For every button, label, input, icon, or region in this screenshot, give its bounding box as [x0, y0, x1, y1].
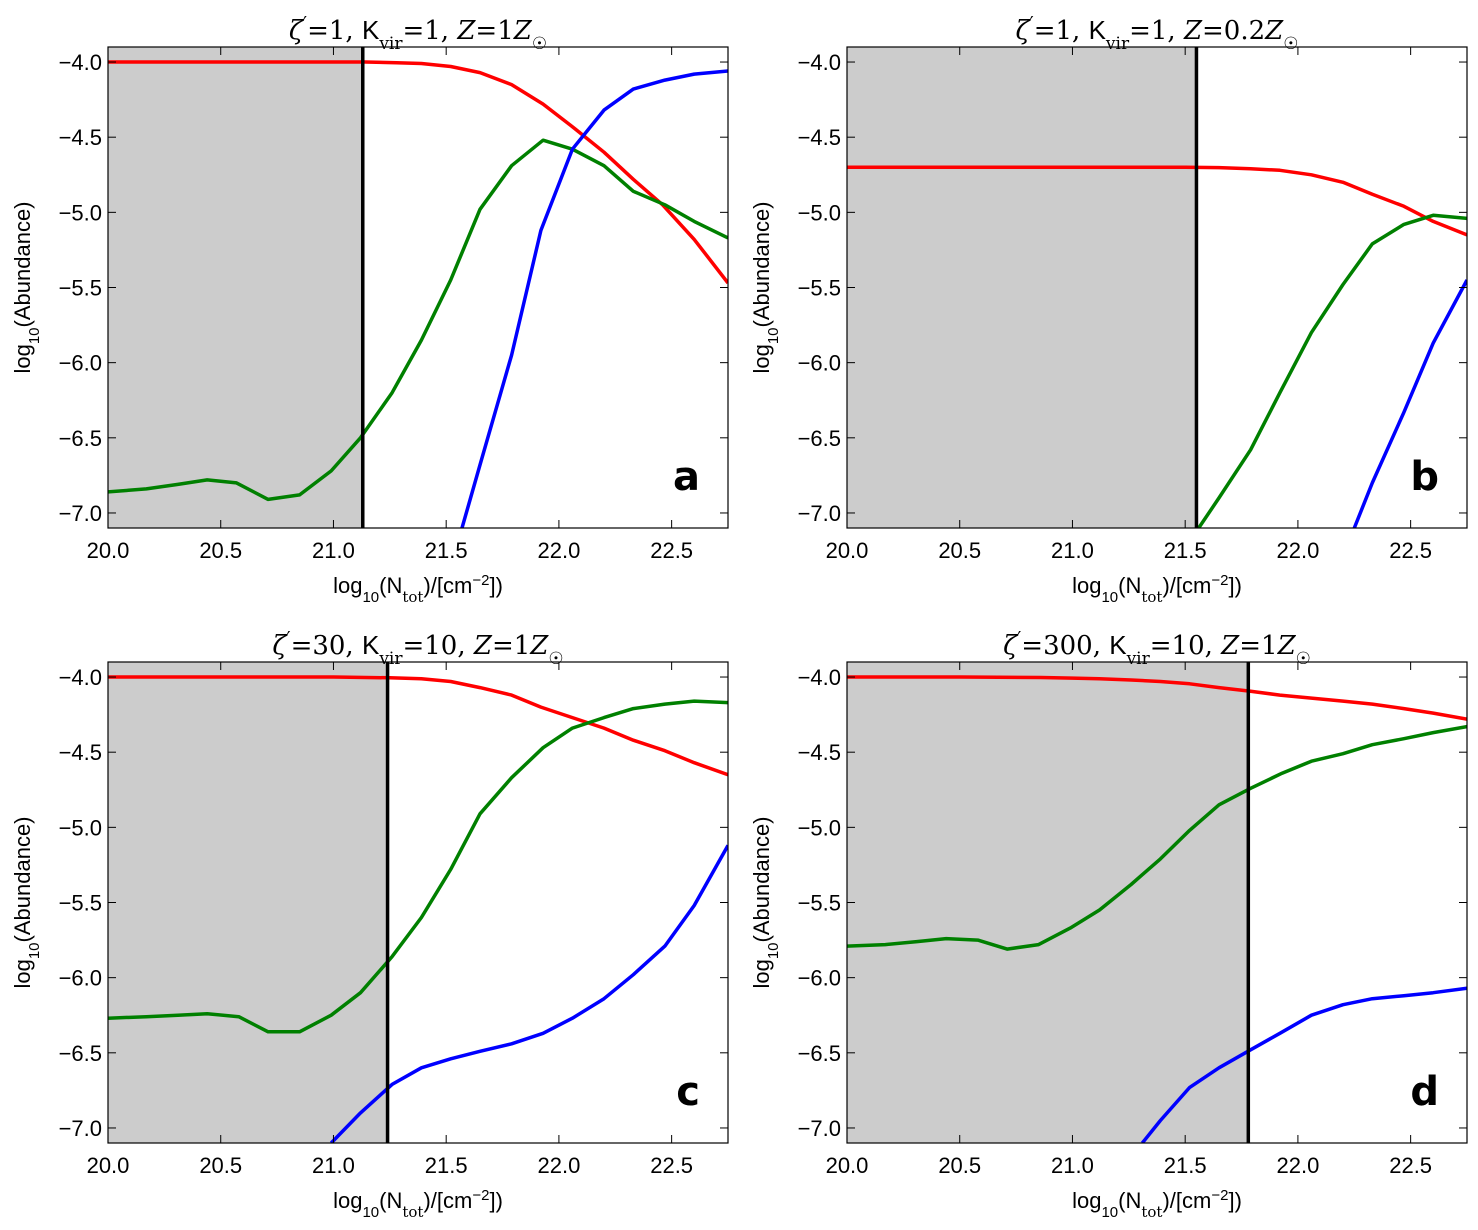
x-axis-label: log10(Ntot)/[cm−2])	[333, 572, 503, 607]
panel-title: ζ′=30, Kvir=10, Z=1Z☉	[272, 628, 563, 670]
y-tick-label: −4.0	[798, 665, 841, 690]
y-tick-label: −5.0	[798, 815, 841, 840]
shaded-region	[108, 47, 363, 528]
y-tick-label: −6.5	[59, 426, 102, 451]
y-axis-label: log10(Abundance)	[10, 816, 43, 988]
y-axis-label: log10(Abundance)	[749, 816, 782, 988]
series-blue	[1352, 279, 1467, 528]
x-tick-label: 21.5	[1164, 538, 1207, 563]
y-tick-label: −7.0	[798, 501, 841, 526]
y-tick-label: −5.0	[798, 200, 841, 225]
panel-letter: c	[676, 1069, 700, 1115]
series-red	[108, 60, 728, 285]
series-blue	[460, 69, 728, 528]
y-tick-label: −5.5	[798, 276, 841, 301]
x-tick-label: 21.0	[1051, 1153, 1094, 1178]
x-tick-label: 22.0	[1276, 538, 1319, 563]
x-tick-label: 22.5	[1389, 1153, 1432, 1178]
x-axis-label: log10(Ntot)/[cm−2])	[1072, 1187, 1242, 1222]
series-blue	[329, 844, 728, 1143]
y-tick-label: −4.0	[798, 50, 841, 75]
y-tick-label: −7.0	[59, 501, 102, 526]
series-red	[847, 165, 1467, 237]
series-red	[108, 675, 728, 777]
x-tick-label: 20.0	[826, 538, 869, 563]
panel-letter: b	[1410, 454, 1439, 500]
y-tick-label: −4.0	[59, 50, 102, 75]
x-tick-label: 20.0	[87, 1153, 130, 1178]
x-tick-label: 22.0	[1276, 1153, 1319, 1178]
y-tick-label: −4.5	[59, 740, 102, 765]
y-tick-label: −6.0	[798, 351, 841, 376]
series-green	[1197, 213, 1467, 528]
x-tick-label: 22.0	[537, 1153, 580, 1178]
y-tick-label: −5.5	[59, 276, 102, 301]
panel-a: 20.0 20.5 21.0 21.5 22.0 22.5 −4.0 −4.5 −5.0 −5.5…	[10, 13, 729, 607]
y-axis-label: log10(Abundance)	[749, 201, 782, 373]
y-tick-label: −7.0	[798, 1116, 841, 1141]
panel-d: 20.0 20.5 21.0 21.5 22.0 22.5 −4.0 −4.5 −5.0 −5.5…	[749, 628, 1468, 1222]
y-tick-label: −6.0	[59, 351, 102, 376]
x-tick-label: 20.5	[938, 538, 981, 563]
shaded-region	[108, 662, 388, 1143]
x-tick-label: 20.5	[199, 538, 242, 563]
panel-title: ζ′=300, Kvir=10, Z=1Z☉	[1003, 628, 1311, 670]
panel-c: 20.0 20.5 21.0 21.5 22.0 22.5 −4.0 −4.5 −5.0 −5.5…	[10, 628, 729, 1222]
shaded-region	[847, 47, 1197, 528]
x-tick-label: 21.0	[1051, 538, 1094, 563]
x-tick-label: 20.5	[938, 1153, 981, 1178]
series-green	[108, 699, 728, 1034]
x-tick-label: 22.5	[1389, 538, 1432, 563]
y-tick-label: −6.5	[59, 1041, 102, 1066]
y-axis-label: log10(Abundance)	[10, 201, 43, 373]
x-tick-label: 22.0	[537, 538, 580, 563]
panel-letter: a	[673, 454, 700, 500]
y-tick-label: −6.5	[798, 1041, 841, 1066]
x-tick-label: 21.5	[1164, 1153, 1207, 1178]
series-green	[108, 138, 728, 502]
y-tick-label: −7.0	[59, 1116, 102, 1141]
x-tick-label: 21.0	[312, 538, 355, 563]
panel-b: 20.0 20.5 21.0 21.5 22.0 22.5 −4.0 −4.5 −5.0 −5.5…	[749, 13, 1468, 607]
x-tick-label: 20.5	[199, 1153, 242, 1178]
y-tick-label: −4.5	[798, 125, 841, 150]
x-axis-label: log10(Ntot)/[cm−2])	[333, 1187, 503, 1222]
x-tick-label: 22.5	[650, 538, 693, 563]
y-tick-label: −4.5	[59, 125, 102, 150]
y-tick-label: −6.0	[59, 966, 102, 991]
x-tick-label: 21.5	[425, 1153, 468, 1178]
y-tick-label: −4.5	[798, 740, 841, 765]
series-blue	[1140, 986, 1467, 1143]
series-green	[847, 724, 1467, 951]
x-tick-label: 21.0	[312, 1153, 355, 1178]
x-tick-label: 21.5	[425, 538, 468, 563]
y-tick-label: −5.5	[798, 891, 841, 916]
y-tick-label: −6.5	[798, 426, 841, 451]
panel-letter: d	[1410, 1069, 1439, 1115]
panel-title: ζ′=1, Kvir=1, Z=0.2Z☉	[1016, 13, 1299, 55]
panel-title: ζ′=1, Kvir=1, Z=1Z☉	[289, 13, 547, 55]
shaded-region	[847, 662, 1249, 1143]
y-tick-label: −4.0	[59, 665, 102, 690]
x-tick-label: 22.5	[650, 1153, 693, 1178]
y-tick-label: −5.5	[59, 891, 102, 916]
x-tick-label: 20.0	[87, 538, 130, 563]
y-tick-label: −5.0	[59, 200, 102, 225]
y-tick-label: −6.0	[798, 966, 841, 991]
x-tick-label: 20.0	[826, 1153, 869, 1178]
x-axis-label: log10(Ntot)/[cm−2])	[1072, 572, 1242, 607]
y-tick-label: −5.0	[59, 815, 102, 840]
series-red	[847, 675, 1467, 721]
